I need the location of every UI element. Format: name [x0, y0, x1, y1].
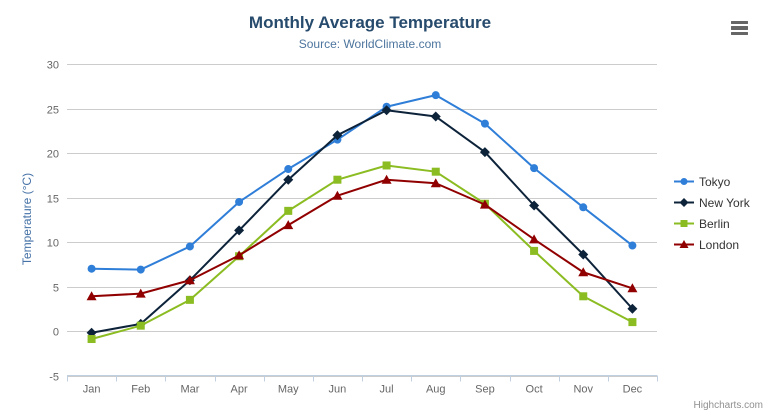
- x-axis-label: Mar: [180, 384, 199, 396]
- x-axis-label: Jul: [380, 384, 394, 396]
- x-axis-label: Nov: [573, 384, 593, 396]
- x-axis-label: Oct: [526, 384, 543, 396]
- data-point-london[interactable]: [529, 234, 540, 244]
- series-line-new-york: [90, 109, 634, 334]
- y-axis-label: 15: [47, 194, 59, 206]
- legend-marker-triangle-icon: [674, 240, 694, 248]
- data-point-new-york[interactable]: [381, 105, 392, 116]
- context-menu-button[interactable]: [728, 17, 752, 39]
- series-tokyo: [87, 91, 637, 274]
- legend-marker-diamond-icon: [674, 198, 694, 207]
- x-axis-label: Aug: [426, 384, 446, 396]
- y-axis-labels: -5 0 5 10 15 20 25 30: [47, 60, 59, 384]
- legend-item-berlin[interactable]: Berlin: [674, 213, 750, 234]
- x-axis-label: Apr: [231, 384, 248, 396]
- data-point-london[interactable]: [627, 283, 638, 293]
- legend: Tokyo New York Berlin London: [674, 171, 750, 255]
- credits-link[interactable]: Highcharts.com: [693, 400, 763, 411]
- legend-label: Tokyo: [699, 174, 731, 189]
- data-point-tokyo[interactable]: [628, 241, 637, 250]
- data-point-tokyo[interactable]: [235, 197, 244, 206]
- data-point-london[interactable]: [578, 267, 589, 277]
- data-point-london[interactable]: [86, 291, 97, 301]
- x-axis-label: Jan: [83, 384, 101, 396]
- data-point-tokyo[interactable]: [284, 165, 293, 174]
- chart-title: Monthly Average Temperature: [248, 13, 492, 32]
- series-line-berlin: [90, 164, 634, 341]
- y-axis-label: -5: [49, 372, 59, 384]
- data-point-berlin[interactable]: [185, 295, 194, 304]
- data-point-berlin[interactable]: [579, 292, 588, 301]
- y-axis-label: 25: [47, 105, 59, 117]
- data-point-new-york[interactable]: [479, 147, 490, 158]
- y-axis-label: 30: [47, 60, 59, 72]
- data-point-tokyo[interactable]: [579, 203, 588, 212]
- series-line-tokyo: [90, 94, 634, 271]
- x-axis-label: Feb: [131, 384, 150, 396]
- data-point-berlin[interactable]: [382, 161, 391, 170]
- data-point-london[interactable]: [479, 199, 490, 209]
- data-point-berlin[interactable]: [284, 206, 293, 215]
- data-point-tokyo[interactable]: [480, 119, 489, 128]
- x-axis-label: May: [278, 384, 299, 396]
- y-axis-label: 20: [47, 149, 59, 161]
- data-point-berlin[interactable]: [431, 167, 440, 176]
- legend-label: Berlin: [699, 216, 730, 231]
- legend-item-new-york[interactable]: New York: [674, 192, 750, 213]
- legend-item-tokyo[interactable]: Tokyo: [674, 171, 750, 192]
- y-axis-label: 0: [53, 327, 59, 339]
- legend-item-london[interactable]: London: [674, 234, 750, 255]
- data-point-berlin[interactable]: [628, 318, 637, 327]
- data-point-new-york[interactable]: [332, 130, 343, 141]
- data-point-new-york[interactable]: [627, 303, 638, 314]
- series-line-london: [90, 178, 634, 298]
- x-axis-label: Jun: [329, 384, 347, 396]
- data-point-london[interactable]: [135, 288, 146, 298]
- data-point-london[interactable]: [430, 178, 441, 188]
- x-axis-label: Sep: [475, 384, 495, 396]
- data-point-tokyo[interactable]: [185, 242, 194, 251]
- data-point-new-york[interactable]: [283, 174, 294, 185]
- legend-marker-square-icon: [674, 220, 694, 227]
- data-point-berlin[interactable]: [530, 246, 539, 255]
- data-point-new-york[interactable]: [430, 111, 441, 122]
- x-axis-label: Dec: [623, 384, 643, 396]
- series-london: [86, 174, 638, 301]
- data-point-berlin[interactable]: [87, 335, 96, 344]
- data-point-tokyo[interactable]: [431, 91, 440, 100]
- data-point-tokyo[interactable]: [136, 265, 145, 274]
- x-axis: Jan Feb Mar Apr May Jun Jul Aug Sep Oct Nov Dec: [67, 375, 658, 396]
- data-point-new-york[interactable]: [529, 200, 540, 211]
- series-new-york: [86, 105, 638, 338]
- data-point-new-york[interactable]: [578, 249, 589, 260]
- data-point-tokyo[interactable]: [530, 164, 539, 173]
- y-axis-label: 5: [53, 283, 59, 295]
- legend-label: London: [699, 237, 740, 252]
- legend-marker-circle-icon: [674, 178, 694, 185]
- data-point-london[interactable]: [283, 220, 294, 230]
- data-point-london[interactable]: [234, 250, 245, 260]
- data-point-berlin[interactable]: [136, 321, 145, 330]
- data-point-london[interactable]: [381, 174, 392, 184]
- y-axis-label: 10: [47, 238, 59, 250]
- data-point-new-york[interactable]: [234, 225, 245, 236]
- data-point-london[interactable]: [332, 190, 343, 200]
- data-point-berlin[interactable]: [333, 175, 342, 184]
- chart-subtitle: Source: WorldClimate.com: [298, 37, 442, 51]
- data-point-london[interactable]: [184, 275, 195, 285]
- legend-label: New York: [699, 195, 750, 210]
- y-gridlines: [67, 64, 657, 377]
- data-point-tokyo[interactable]: [87, 264, 96, 273]
- hamburger-menu-icon: [731, 20, 749, 36]
